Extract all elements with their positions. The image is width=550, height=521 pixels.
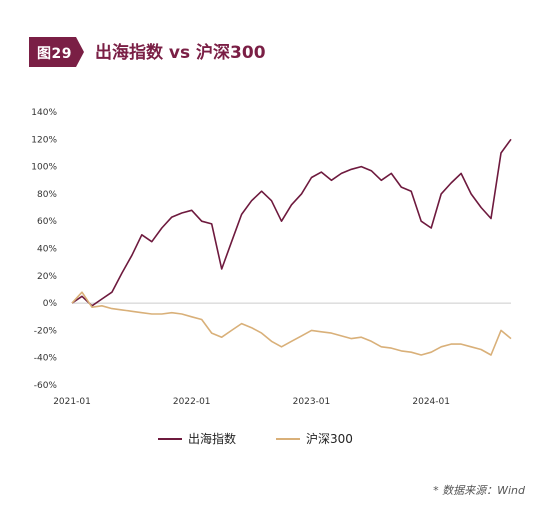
line-chart: 140% 120% 100% 80% 60% 40% 20% 0% -20% -40% -60% 20…: [31, 108, 512, 407]
y-tick-label: -60%: [34, 381, 58, 391]
legend-item-csi300: 沪深300: [276, 430, 353, 447]
y-tick-label: 40%: [37, 245, 57, 255]
chart-legend: 出海指数 沪深300: [0, 430, 550, 450]
y-tick-label: 60%: [37, 217, 57, 227]
legend-item-outbound-index: 出海指数: [158, 430, 236, 447]
y-tick-label: 120%: [31, 135, 57, 145]
y-tick-label: 0%: [43, 299, 58, 309]
y-tick-label: 100%: [31, 163, 57, 173]
x-tick-label: 2023-01: [293, 397, 331, 407]
y-tick-label: -20%: [34, 326, 58, 336]
legend-label: 出海指数: [188, 432, 237, 446]
legend-label: 沪深300: [306, 432, 353, 446]
data-source-note: * 数据来源：Wind: [433, 484, 525, 497]
y-tick-label: 80%: [37, 190, 57, 200]
figure-badge: 图29: [29, 37, 84, 67]
legend-swatch: [276, 437, 300, 440]
x-tick-label: 2022-01: [173, 397, 211, 407]
series-line-outbound-index: [71, 138, 512, 307]
x-tick-label: 2024-01: [412, 397, 450, 407]
y-tick-label: -40%: [34, 354, 58, 364]
legend-swatch: [158, 437, 182, 440]
series-line-csi300: [71, 291, 512, 356]
x-tick-label: 2021-01: [53, 397, 91, 407]
badge-shape: [29, 37, 84, 67]
figure-title: 出海指数 vs 沪深300: [95, 43, 266, 63]
figure-number: 图29: [37, 46, 72, 62]
y-tick-label: 140%: [31, 108, 57, 118]
y-tick-label: 20%: [37, 272, 57, 282]
